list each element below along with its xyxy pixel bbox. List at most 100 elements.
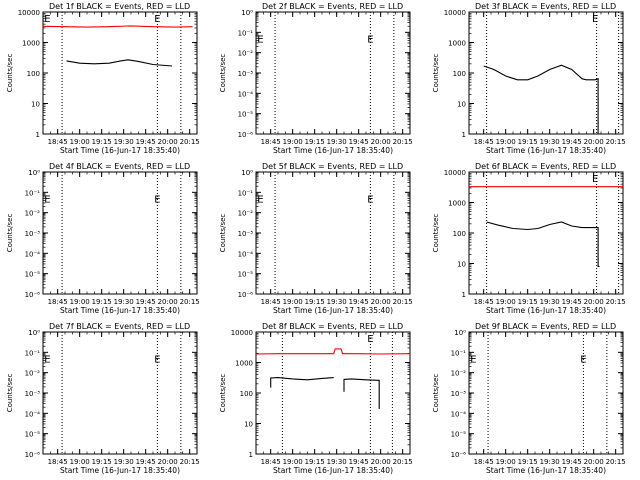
event-marker: E (367, 34, 373, 45)
y-tick-label: 10⁰ (454, 329, 466, 337)
event-marker: E (44, 194, 50, 205)
y-axis-label: Counts/sec (432, 54, 440, 93)
x-tick-label: 18:45 (474, 298, 494, 306)
x-tick-label: 18:45 (474, 138, 494, 146)
plot-frame (42, 11, 198, 135)
y-tick-label: 10⁻⁴ (25, 410, 41, 418)
x-tick-label: 19:30 (540, 458, 560, 466)
x-tick-label: 19:30 (540, 138, 560, 146)
event-marker: E (257, 34, 263, 45)
event-marker: E (44, 354, 50, 365)
lld-rate-line (42, 25, 193, 28)
panel-7: Det 7f BLACK = Events, RED = LLD 10⁻⁶ 10⁻⁵… (6, 322, 200, 475)
x-tick-label: 19:15 (518, 298, 538, 306)
y-tick-label: 10 (457, 261, 466, 269)
y-tick-label: 10⁻⁴ (451, 410, 467, 418)
x-tick-label: 19:00 (70, 458, 90, 466)
y-tick-label: 10⁻¹ (238, 189, 254, 197)
y-axis-label: Counts/sec (6, 54, 14, 93)
x-tick-label: 19:15 (518, 138, 538, 146)
x-tick-label: 19:15 (92, 138, 112, 146)
x-tick-label: 20:00 (158, 138, 178, 146)
x-tick-label: 20:00 (371, 458, 391, 466)
y-tick-label: 10⁻¹ (25, 349, 41, 357)
y-tick-label: 10⁰ (241, 9, 253, 17)
x-axis-label: Start Time (16-Jun-17 18:35:40) (60, 466, 180, 475)
x-tick-label: 20:15 (606, 458, 626, 466)
panel-9: Det 9f BLACK = Events, RED = LLD 10⁻⁶ 10⁻⁵… (432, 322, 626, 475)
x-tick-label: 20:15 (393, 138, 413, 146)
plot-frame (255, 171, 411, 295)
plot-frame (468, 331, 624, 455)
y-tick-label: 10⁻¹ (238, 29, 254, 37)
event-marker: E (154, 14, 160, 25)
y-tick-label: 10 (457, 101, 466, 109)
y-axis-label: Counts/sec (6, 374, 14, 413)
panel-8: Det 8f BLACK = Events, RED = LLD 1 10 100 10… (219, 322, 413, 475)
x-tick-label: 19:45 (562, 298, 582, 306)
event-marker: E (154, 354, 160, 365)
x-tick-label: 20:00 (158, 458, 178, 466)
y-tick-label: 10⁻² (25, 210, 41, 218)
x-axis-label: Start Time (16-Jun-17 18:35:40) (273, 466, 393, 475)
x-tick-label: 18:45 (48, 298, 68, 306)
x-tick-label: 19:00 (496, 458, 516, 466)
x-tick-label: 19:00 (283, 298, 303, 306)
x-tick-label: 19:15 (305, 138, 325, 146)
y-tick-label: 1000 (22, 40, 40, 48)
y-tick-label: 10⁰ (241, 169, 253, 177)
y-axis-label: Counts/sec (219, 374, 227, 413)
y-tick-label: 10⁻² (238, 210, 254, 218)
panel-5: Det 5f BLACK = Events, RED = LLD 10⁻⁶ 10⁻⁵… (219, 162, 413, 315)
panel-4: Det 4f BLACK = Events, RED = LLD 10⁻⁶ 10⁻⁵… (6, 162, 200, 315)
y-tick-label: 10⁻⁶ (25, 451, 41, 459)
y-axis-label: Counts/sec (432, 214, 440, 253)
y-tick-label: 10⁻⁵ (238, 271, 254, 279)
x-tick-label: 20:15 (393, 298, 413, 306)
event-marker: E (367, 194, 373, 205)
y-tick-label: 10⁻³ (25, 390, 41, 398)
x-tick-label: 19:30 (114, 138, 134, 146)
panel-title: Det 6f BLACK = Events, RED = LLD (475, 162, 616, 171)
x-axis-label: Start Time (16-Jun-17 18:35:40) (486, 306, 606, 315)
y-tick-label: 100 (240, 390, 253, 398)
x-tick-label: 19:45 (136, 298, 156, 306)
x-tick-label: 19:30 (114, 458, 134, 466)
y-tick-label: 10⁻¹ (25, 189, 41, 197)
y-tick-label: 10⁰ (28, 329, 40, 337)
y-tick-label: 1 (462, 291, 466, 299)
x-tick-label: 20:00 (584, 458, 604, 466)
x-tick-label: 19:45 (562, 138, 582, 146)
x-tick-label: 20:15 (606, 298, 626, 306)
x-tick-label: 20:00 (158, 298, 178, 306)
panel-3: Det 3f BLACK = Events, RED = LLD 1 10 100 10… (432, 2, 626, 155)
x-tick-label: 19:45 (136, 138, 156, 146)
x-tick-label: 19:15 (518, 458, 538, 466)
y-tick-label: 10⁻³ (451, 390, 467, 398)
x-tick-label: 20:15 (606, 138, 626, 146)
x-tick-label: 18:45 (474, 458, 494, 466)
plot-frame (468, 171, 624, 295)
x-tick-label: 20:15 (180, 298, 200, 306)
x-tick-label: 18:45 (261, 298, 281, 306)
y-tick-label: 10000 (18, 9, 40, 17)
panel-title: Det 7f BLACK = Events, RED = LLD (49, 322, 190, 331)
x-tick-label: 19:15 (92, 458, 112, 466)
x-tick-label: 20:00 (584, 138, 604, 146)
y-tick-label: 10⁻⁶ (451, 451, 467, 459)
panel-1: Det 1f BLACK = Events, RED = LLD 1 10 100 10… (6, 2, 200, 155)
x-tick-label: 19:00 (283, 138, 303, 146)
x-tick-label: 19:00 (70, 138, 90, 146)
y-tick-label: 1 (249, 451, 253, 459)
x-tick-label: 19:30 (114, 298, 134, 306)
events-rate-line (483, 64, 600, 135)
y-tick-label: 10⁻⁴ (238, 90, 254, 98)
x-tick-label: 19:30 (327, 298, 347, 306)
y-axis-label: Counts/sec (219, 214, 227, 253)
y-tick-label: 10000 (444, 9, 466, 17)
y-tick-label: 10⁻⁶ (238, 291, 254, 299)
x-tick-label: 19:15 (92, 298, 112, 306)
panel-2: Det 2f BLACK = Events, RED = LLD 10⁻⁶ 10⁻⁵… (219, 2, 413, 155)
events-rate-line (486, 221, 600, 268)
